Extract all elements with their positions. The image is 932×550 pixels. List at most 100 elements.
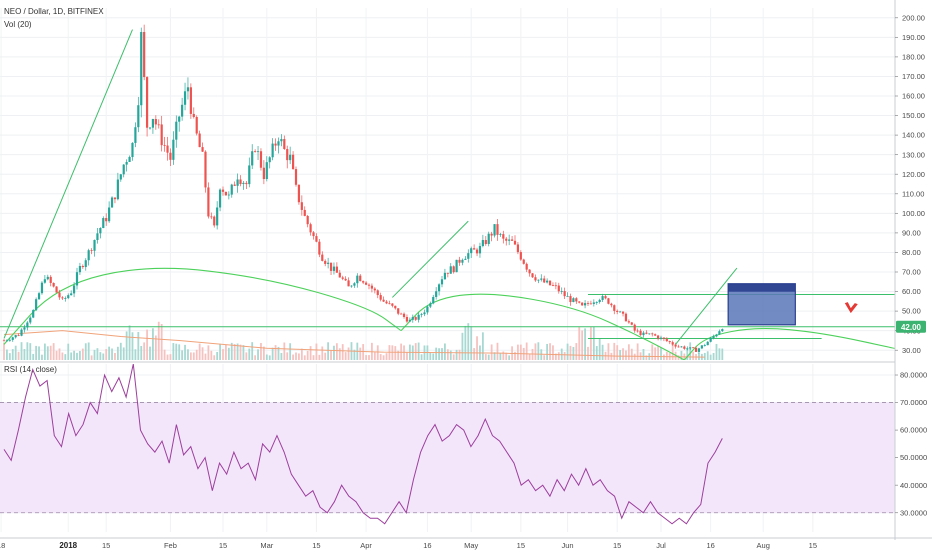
candle-body <box>706 341 709 346</box>
candle-body <box>248 165 251 185</box>
volume-bar <box>496 342 499 360</box>
volume-bar <box>584 328 586 360</box>
volume-bar <box>35 345 38 360</box>
volume-bar <box>207 345 210 360</box>
trend-line <box>3 29 133 339</box>
volume-bar <box>52 343 55 360</box>
volume-bar <box>43 343 46 360</box>
volume-bar <box>81 348 84 360</box>
candle-body <box>712 336 715 339</box>
time-tick-label: 15 <box>517 541 525 550</box>
candle-body <box>286 149 289 161</box>
volume-bar <box>198 343 201 360</box>
volume-bar <box>105 349 108 360</box>
candle-body <box>370 285 374 289</box>
volume-bar <box>359 347 362 360</box>
rsi-indicator-label: RSI (14, close) <box>4 365 57 374</box>
volume-bar <box>642 348 645 360</box>
candle-body <box>373 288 376 291</box>
candle-body <box>300 202 303 210</box>
volume-bar <box>563 351 566 360</box>
price-tick-label: 60.00 <box>902 287 921 296</box>
candle-body <box>312 232 315 237</box>
candle-body <box>350 285 353 287</box>
candle-body <box>440 279 444 285</box>
price-tick-label: 160.00 <box>902 92 925 101</box>
chart-title: NEO / Dollar, 1D, BITFINEX <box>4 7 104 16</box>
price-tick-label: 110.00 <box>902 189 924 198</box>
volume-bar <box>362 344 365 360</box>
volume-bar <box>572 347 575 360</box>
volume-bar <box>531 348 534 360</box>
volume-bar <box>295 352 297 360</box>
volume-bar <box>569 345 572 360</box>
time-tick-label: May <box>464 541 478 550</box>
candle-body <box>254 151 257 153</box>
volume-bar <box>534 343 537 360</box>
candle-body <box>134 127 137 143</box>
rsi-tick-label: 30.0000 <box>900 508 927 517</box>
volume-bar <box>461 332 464 360</box>
candle-body <box>335 266 338 273</box>
candle-body <box>81 265 84 268</box>
trend-line <box>675 267 738 345</box>
candle-body <box>686 348 689 350</box>
candle-body <box>467 253 470 259</box>
volume-bar <box>581 330 584 360</box>
volume-bar <box>23 349 26 360</box>
candle-body <box>32 310 35 318</box>
candle-body <box>125 161 128 165</box>
candle-body <box>227 194 230 196</box>
time-tick-label: 18 <box>0 541 5 550</box>
candle-body <box>14 335 17 338</box>
volume-bar <box>271 347 274 360</box>
volume-bar <box>73 350 75 360</box>
candle-body <box>137 105 140 128</box>
rsi-band <box>0 402 895 514</box>
candle-body <box>11 337 14 340</box>
candle-body <box>43 279 46 283</box>
volume-bar <box>134 349 137 360</box>
volume-bar <box>654 347 657 360</box>
candle-body <box>694 347 698 352</box>
volume-bar <box>552 345 554 360</box>
volume-bar <box>67 343 70 360</box>
time-tick-label: 15 <box>219 541 227 550</box>
volume-bar <box>706 351 709 360</box>
volume-bar <box>353 349 356 360</box>
volume-bar <box>487 354 490 360</box>
candle-body <box>464 258 467 260</box>
candle-body <box>283 139 286 150</box>
volume-bar <box>680 350 683 360</box>
candle-body <box>429 303 432 307</box>
candle-body <box>230 184 233 195</box>
candle-body <box>677 346 680 348</box>
candle-body <box>633 324 636 331</box>
candle-body <box>99 228 102 234</box>
volume-bar <box>406 351 408 360</box>
volume-bar <box>184 344 186 360</box>
candle-body <box>700 345 703 349</box>
time-tick-label: Feb <box>164 541 177 550</box>
volume-bar <box>38 346 40 360</box>
time-tick-label: Jun <box>562 541 574 550</box>
candle-body <box>449 266 452 274</box>
candle-body <box>64 298 67 299</box>
volume-bar <box>467 323 470 360</box>
volume-bar <box>607 343 610 360</box>
volume-bar <box>493 352 496 360</box>
volume-bar <box>189 352 192 360</box>
volume-bar <box>549 343 551 360</box>
candle-body <box>40 282 44 294</box>
candle-body <box>659 337 663 339</box>
volume-bar <box>315 343 318 360</box>
volume-ma-line <box>3 330 705 358</box>
candle-body <box>70 293 73 296</box>
candle-body <box>140 32 143 106</box>
candle-body <box>105 218 108 222</box>
volume-bar <box>505 352 508 360</box>
volume-bar <box>458 349 461 360</box>
candle-body <box>110 197 114 208</box>
candle-body <box>268 157 271 163</box>
volume-bar <box>657 345 659 360</box>
